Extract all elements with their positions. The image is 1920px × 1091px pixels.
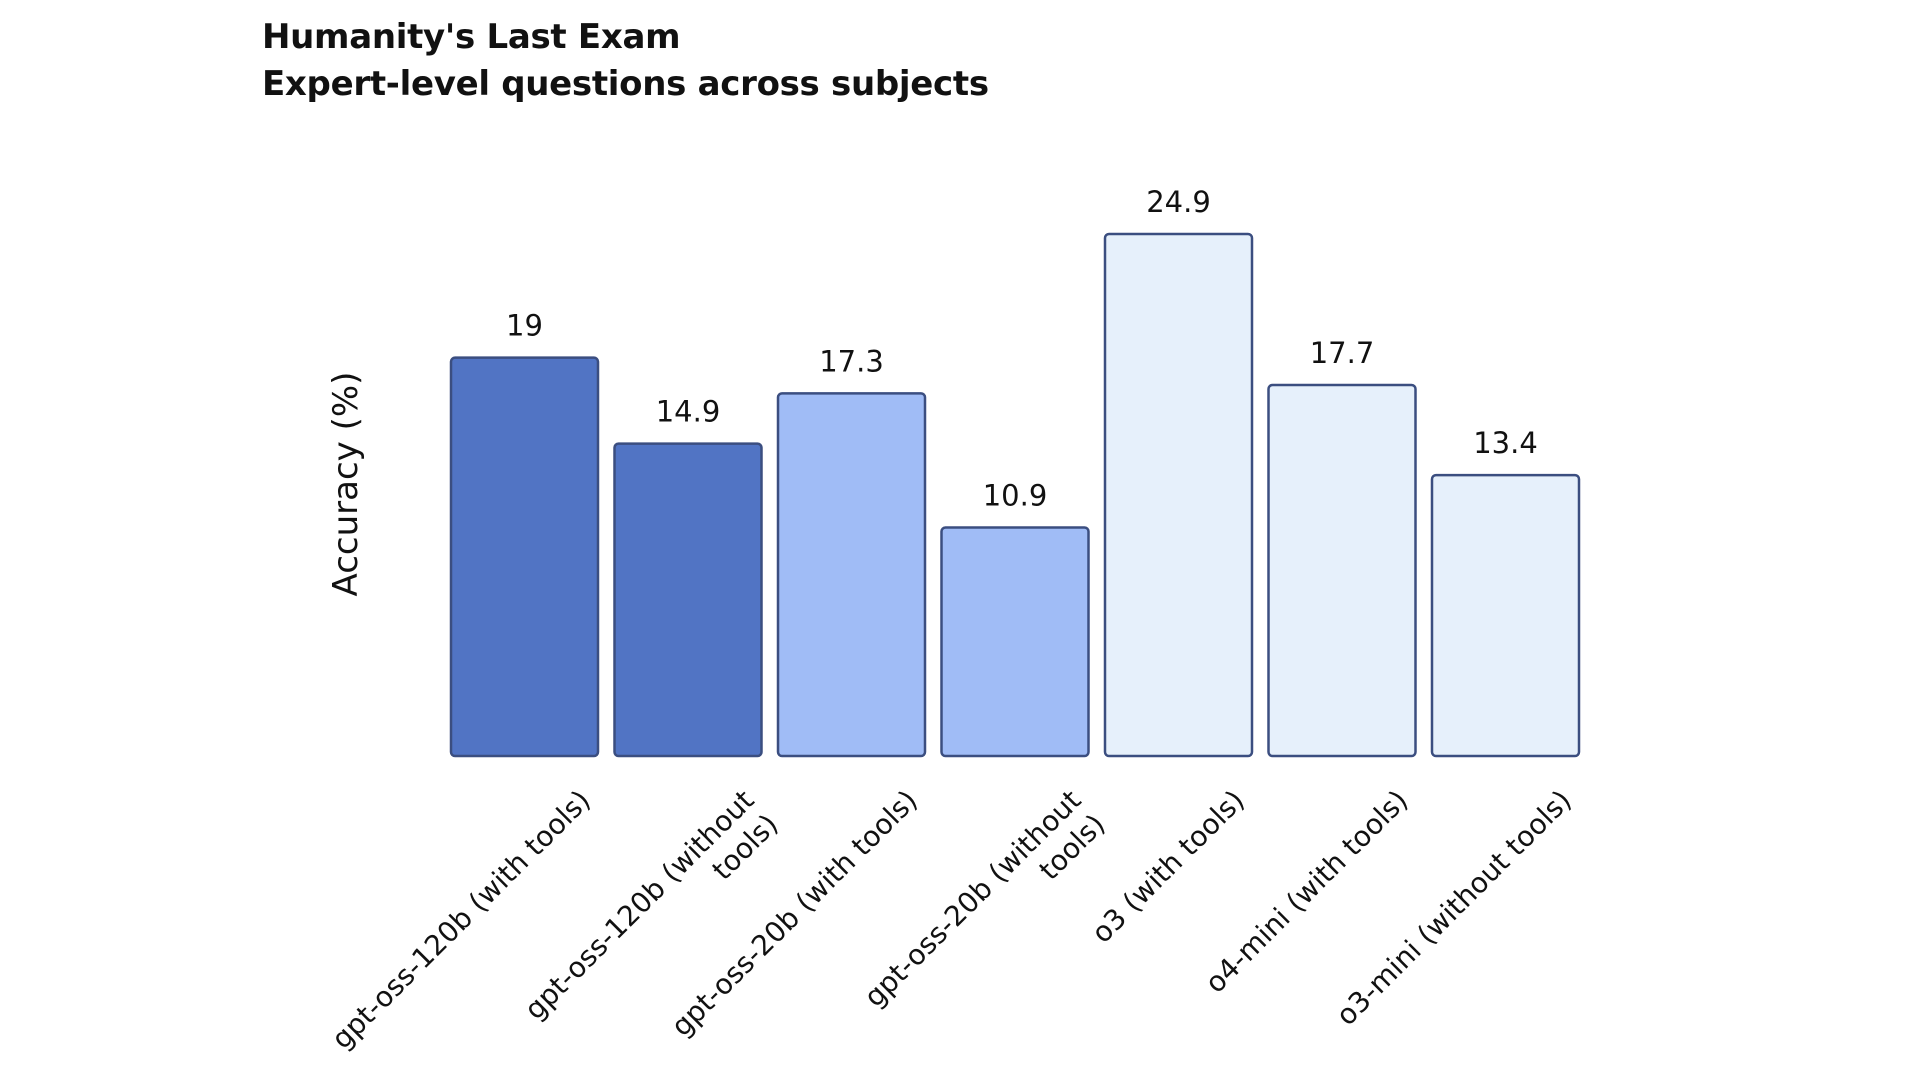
value-label-7: 13.4 <box>1473 426 1538 460</box>
tick-label-5: o3 (with tools) <box>1085 784 1251 950</box>
tick-label-1-line-1: gpt-oss-120b (with tools) <box>325 784 597 1056</box>
bar-4 <box>940 526 1090 758</box>
tick-labels-group: gpt-oss-120b (with tools)gpt-oss-120b (w… <box>325 784 1578 1056</box>
bars-group <box>449 232 1581 758</box>
value-label-5: 24.9 <box>1146 185 1211 219</box>
tick-label-1: gpt-oss-120b (with tools) <box>325 784 597 1056</box>
value-label-4: 10.9 <box>983 478 1048 512</box>
bar-6 <box>1267 383 1417 758</box>
bar-7 <box>1430 473 1581 758</box>
bar-2 <box>613 442 763 758</box>
value-label-1: 19 <box>506 309 543 343</box>
bar-3 <box>776 392 927 758</box>
y-axis-label: Accuracy (%) <box>326 372 366 597</box>
bar-5 <box>1103 232 1254 758</box>
chart-subtitle: Expert-level questions across subjects <box>262 64 989 104</box>
chart-title-line-1: Humanity's Last Exam <box>262 17 681 57</box>
value-labels-group: 19 14.9 17.3 10.9 24.9 17.7 13.4 <box>506 185 1538 512</box>
chart-title: Humanity's Last Exam Expert-level questi… <box>262 14 989 108</box>
value-label-3: 17.3 <box>819 344 884 378</box>
value-label-2: 14.9 <box>656 395 721 429</box>
value-label-6: 17.7 <box>1310 336 1375 370</box>
bar-1 <box>449 356 600 758</box>
tick-label-5-line-1: o3 (with tools) <box>1085 784 1251 950</box>
